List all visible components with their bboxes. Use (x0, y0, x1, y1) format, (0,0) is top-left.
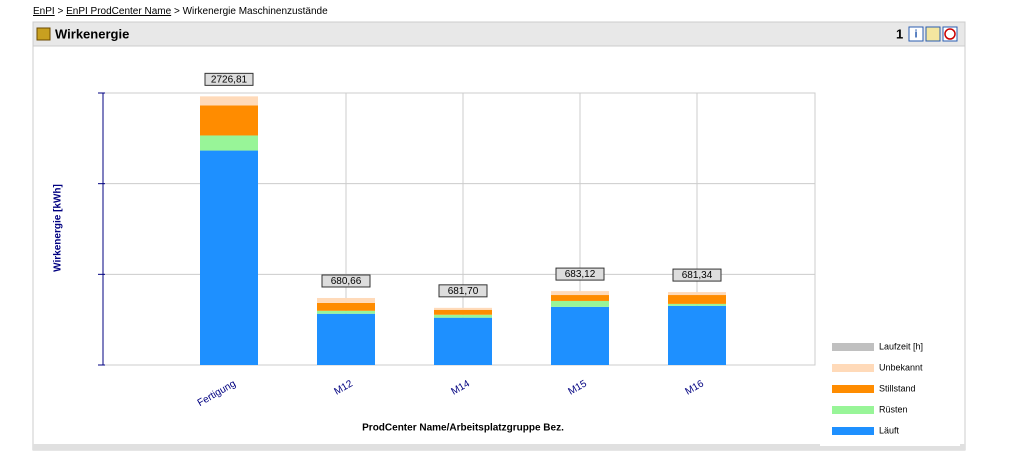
panel-icon (36, 27, 51, 41)
breadcrumb: EnPI > EnPI ProdCenter Name > Wirkenergi… (33, 6, 328, 17)
bar-segment (551, 306, 609, 365)
bar-segment (668, 305, 726, 365)
clock-icon (944, 28, 956, 40)
total-label-box (204, 72, 254, 86)
total-label-box (555, 267, 605, 281)
legend-swatch (832, 385, 874, 393)
bar-segment (668, 303, 726, 306)
bar-segment (551, 291, 609, 296)
panel-header (32, 21, 966, 47)
total-label: 683,12 (565, 269, 596, 280)
breadcrumb-separator: > (57, 6, 64, 17)
legend-label: Läuft (879, 425, 900, 435)
legend-label: Laufzeit [h] (879, 341, 923, 351)
legend-swatch (832, 406, 874, 414)
total-label: 681,70 (448, 286, 479, 297)
bar-segment (668, 295, 726, 304)
legend-label: Unbekannt (879, 362, 923, 372)
y-axis-title: Wirkenergie [kWh] (53, 184, 64, 272)
breadcrumb-current: Wirkenergie Maschinenzustände (182, 6, 328, 17)
bar-segment (200, 105, 258, 136)
bar-segment (200, 96, 258, 106)
bar-segment (317, 302, 375, 311)
total-label-box (672, 268, 722, 282)
page-number: 1 (896, 26, 903, 41)
legend-swatch (832, 427, 874, 435)
legend-swatch (832, 343, 874, 351)
legend-label: Stillstand (879, 383, 916, 393)
user-button[interactable] (925, 26, 941, 42)
bar-segment (434, 314, 492, 318)
breadcrumb-link[interactable]: EnPI (33, 6, 55, 17)
panel-title: Wirkenergie (55, 26, 129, 41)
total-label: 2726,81 (211, 74, 248, 85)
bar-segment (317, 310, 375, 314)
breadcrumb-link[interactable]: EnPI ProdCenter Name (66, 6, 172, 17)
bar-segment (551, 295, 609, 301)
total-label: 680,66 (331, 276, 362, 287)
panel-footer (33, 444, 965, 450)
bar-segment (434, 317, 492, 365)
info-button[interactable] (908, 26, 924, 42)
total-label-box (321, 274, 371, 288)
bar-segment (317, 313, 375, 365)
total-label: 681,34 (682, 270, 713, 281)
info-icon: i (914, 28, 917, 40)
bar-segment (200, 150, 258, 365)
total-label-box (438, 284, 488, 298)
bar-segment (200, 135, 258, 151)
bar-segment (434, 307, 492, 310)
bar-segment (434, 309, 492, 315)
bar-segment (317, 297, 375, 303)
legend-label: Rüsten (879, 404, 908, 414)
legend-swatch (832, 364, 874, 372)
x-axis-title: ProdCenter Name/Arbeitsplatzgruppe Bez. (362, 423, 564, 434)
bar-segment (551, 300, 609, 307)
breadcrumb-separator: > (173, 6, 180, 17)
bar-segment (668, 292, 726, 296)
